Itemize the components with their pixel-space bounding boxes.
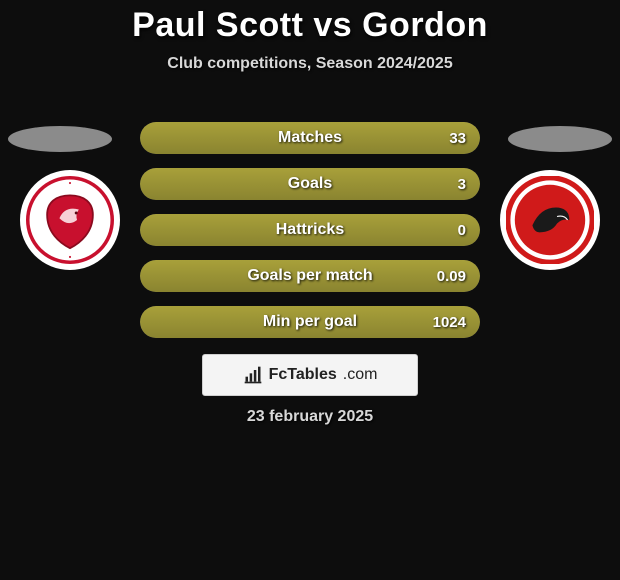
page-title: Paul Scott vs Gordon	[0, 0, 620, 45]
stat-bar-hattricks: Hattricks 0	[140, 214, 480, 246]
footer-date: 23 february 2025	[0, 408, 620, 426]
stat-bars: Matches 33 Goals 3 Hattricks 0 Goals per…	[140, 122, 480, 338]
left-podium-ellipse	[8, 126, 112, 152]
stat-bar-fill	[140, 214, 480, 246]
right-club-crest	[500, 170, 600, 270]
stat-bar-fill	[140, 306, 480, 338]
brand-attribution: FcTables .com	[202, 354, 418, 396]
stat-bar-min-per-goal: Min per goal 1024	[140, 306, 480, 338]
stat-bar-matches: Matches 33	[140, 122, 480, 154]
morecambe-crest-icon	[26, 176, 114, 264]
bar-chart-icon	[243, 365, 263, 385]
stat-bar-fill	[140, 122, 480, 154]
brand-suffix: .com	[343, 366, 378, 384]
stat-bar-goals: Goals 3	[140, 168, 480, 200]
brand-name: FcTables	[269, 366, 337, 384]
right-podium-ellipse	[508, 126, 612, 152]
page-subtitle: Club competitions, Season 2024/2025	[0, 55, 620, 73]
stat-bar-fill	[140, 260, 480, 292]
left-club-crest	[20, 170, 120, 270]
walsall-crest-icon	[506, 176, 594, 264]
stat-bar-goals-per-match: Goals per match 0.09	[140, 260, 480, 292]
stat-bar-fill	[140, 168, 480, 200]
comparison-card: Paul Scott vs Gordon Club competitions, …	[0, 0, 620, 580]
